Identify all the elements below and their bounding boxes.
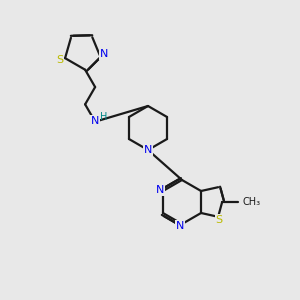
Text: H: H [100,112,108,122]
Text: CH₃: CH₃ [242,197,260,207]
Text: N: N [91,116,99,126]
Text: N: N [144,145,152,155]
Text: N: N [156,185,164,195]
Text: N: N [176,221,184,231]
Text: N: N [100,49,108,59]
Text: S: S [56,55,64,65]
Text: S: S [216,215,223,225]
